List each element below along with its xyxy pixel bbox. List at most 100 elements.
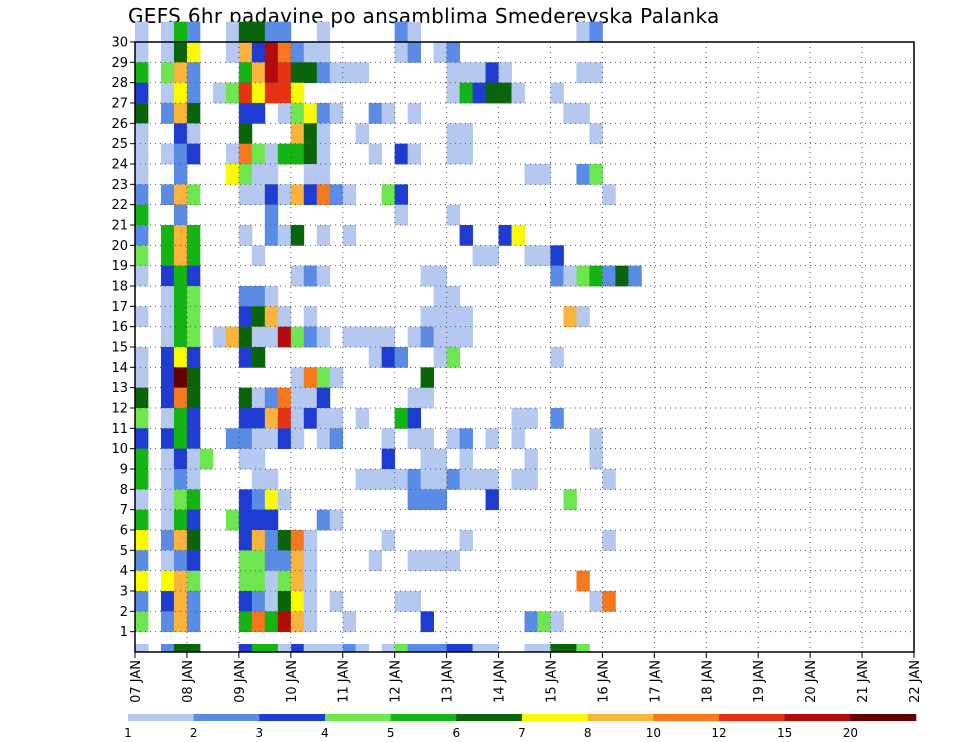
heatmap-cell — [173, 530, 188, 551]
x-tick-label: 09 JAN — [233, 660, 248, 703]
heatmap-cell — [264, 469, 279, 490]
heatmap-cell — [135, 489, 149, 511]
heatmap-cell — [563, 103, 577, 124]
heatmap-cell — [381, 428, 396, 450]
heatmap-cell — [602, 530, 616, 551]
y-tick-label: 25 — [111, 137, 128, 152]
heatmap-cell — [355, 469, 370, 490]
heatmap-cell — [135, 367, 149, 389]
colorbar-label: 1 — [124, 726, 132, 740]
heatmap-cell — [173, 367, 188, 389]
y-tick-label: 5 — [120, 544, 128, 559]
heatmap-cell — [173, 550, 188, 572]
heatmap-cell — [173, 644, 188, 653]
heatmap-cell — [160, 611, 175, 633]
heatmap-cell — [381, 530, 396, 551]
heatmap-cell — [277, 42, 292, 63]
heatmap-cell — [303, 103, 318, 124]
heatmap-cell — [264, 530, 279, 551]
heatmap-cell — [173, 123, 188, 145]
heatmap-cell — [251, 103, 266, 124]
heatmap-cell — [420, 469, 435, 490]
y-tick-label: 2 — [120, 605, 128, 620]
heatmap-cell — [381, 448, 396, 470]
y-tick-label: 9 — [120, 463, 128, 478]
heatmap-cell — [160, 82, 175, 104]
heatmap-cell — [290, 591, 305, 612]
y-tick-label: 13 — [111, 381, 128, 396]
heatmap-cell — [394, 347, 409, 368]
heatmap-cell — [316, 21, 331, 43]
heatmap-cell — [329, 509, 344, 531]
heatmap-cell — [498, 82, 512, 104]
heatmap-cell — [251, 326, 266, 348]
heatmap-cell — [407, 21, 422, 43]
heatmap-cell — [290, 387, 305, 409]
heatmap-cell — [264, 62, 279, 84]
heatmap-cell — [290, 62, 305, 84]
heatmap-cell — [303, 143, 318, 165]
colorbar-label: 10 — [646, 726, 661, 740]
heatmap-cell — [238, 82, 253, 104]
heatmap-cell — [290, 225, 305, 246]
heatmap-cell — [290, 123, 305, 145]
heatmap-cell — [186, 570, 201, 592]
heatmap-cell — [498, 225, 512, 246]
heatmap-cell — [303, 367, 318, 389]
heatmap-cell — [173, 245, 188, 267]
heatmap-cell — [173, 408, 188, 429]
heatmap-cell — [433, 550, 447, 572]
heatmap-cell — [160, 408, 175, 429]
heatmap-cell — [316, 42, 331, 63]
heatmap-cell — [264, 550, 279, 572]
heatmap-cell — [173, 611, 188, 633]
heatmap-cell — [277, 326, 292, 348]
heatmap-cell — [160, 184, 175, 206]
heatmap-cell — [407, 387, 422, 409]
heatmap-cell — [589, 265, 603, 287]
heatmap-cell — [160, 570, 175, 592]
heatmap-cell — [524, 644, 538, 653]
heatmap-cell — [160, 387, 175, 409]
heatmap-cell — [135, 469, 149, 490]
heatmap-cell — [186, 184, 201, 206]
colorbar-swatch — [456, 714, 523, 721]
colorbar-swatch — [128, 714, 194, 721]
heatmap-cell — [212, 326, 227, 348]
heatmap-cell — [290, 428, 305, 450]
heatmap-cell — [446, 82, 460, 104]
heatmap-cell — [459, 326, 473, 348]
heatmap-cell — [576, 306, 590, 328]
heatmap-cell — [238, 103, 253, 124]
heatmap-cell — [511, 225, 525, 246]
colorbar-swatch — [587, 714, 654, 721]
heatmap-cell — [446, 347, 460, 368]
heatmap-cell — [225, 164, 240, 185]
y-tick-label: 14 — [111, 361, 128, 376]
heatmap-cell — [238, 489, 253, 511]
heatmap-cell — [173, 306, 188, 328]
heatmap-cell — [238, 326, 253, 348]
heatmap-cell — [329, 591, 344, 612]
heatmap-cell — [485, 469, 499, 490]
heatmap-cell — [186, 550, 201, 572]
heatmap-cell — [316, 123, 331, 145]
heatmap-cell — [602, 265, 616, 287]
heatmap-cell — [485, 489, 499, 511]
heatmap-cell — [316, 387, 331, 409]
heatmap-cell — [550, 82, 564, 104]
heatmap-cell — [342, 62, 357, 84]
heatmap-cell — [316, 367, 331, 389]
heatmap-cell — [316, 164, 331, 185]
heatmap-cell — [433, 347, 447, 368]
heatmap-cell — [524, 245, 538, 267]
heatmap-cell — [135, 550, 149, 572]
heatmap-cell — [264, 204, 279, 226]
heatmap-cell — [186, 286, 201, 307]
y-tick-label: 19 — [111, 259, 128, 274]
heatmap-cell — [485, 644, 499, 653]
heatmap-cell — [135, 184, 149, 206]
heatmap-cell — [576, 21, 590, 43]
x-tick-label: 21 JAN — [856, 660, 871, 703]
heatmap-cell — [277, 82, 292, 104]
